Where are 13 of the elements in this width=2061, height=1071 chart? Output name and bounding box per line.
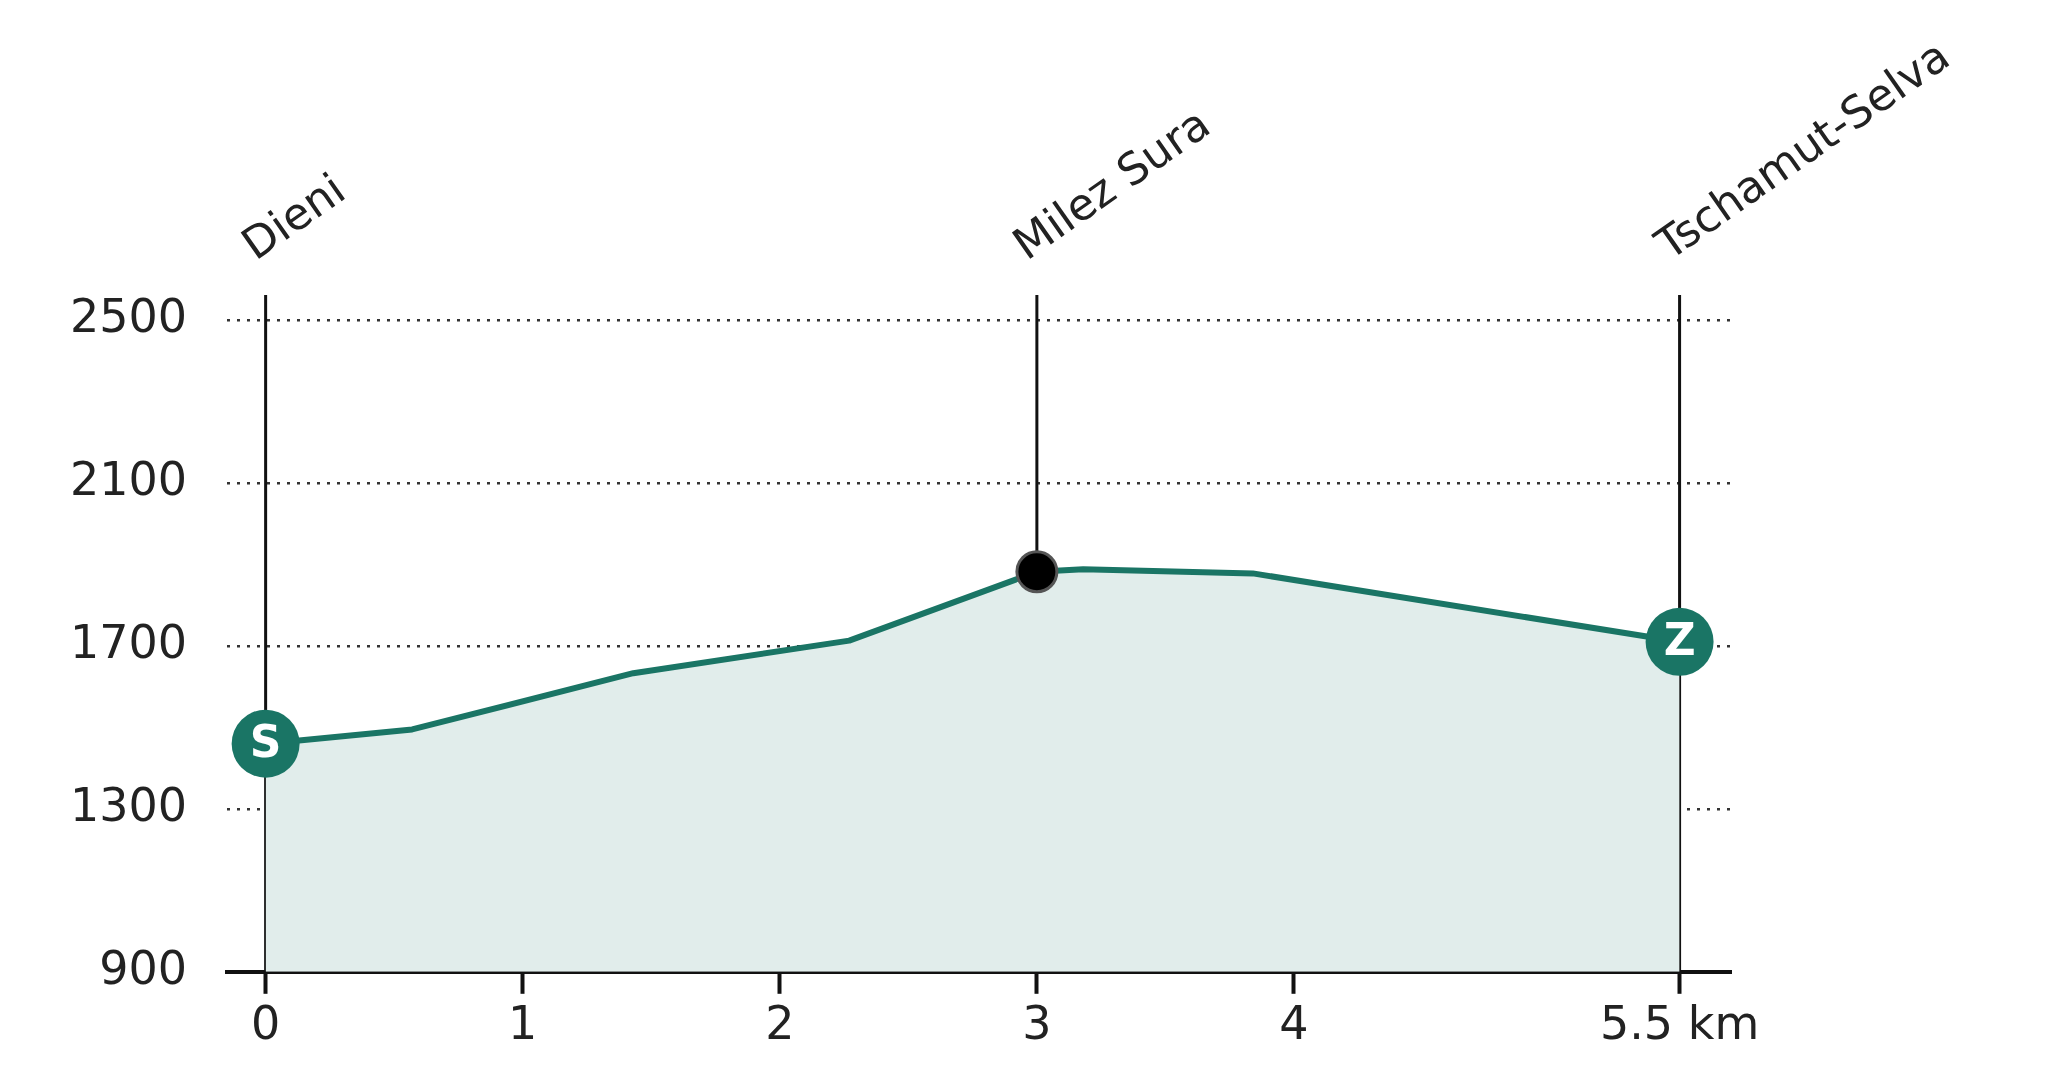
x-tick-label: 3 [1022, 996, 1052, 1051]
y-tick-label: 900 [99, 940, 188, 995]
annotation: Z [1663, 614, 1696, 666]
y-tick-label: 2500 [69, 288, 188, 343]
y-tick-label: 2100 [69, 451, 188, 506]
y-tick-label: 1700 [69, 614, 188, 669]
annotation: S [249, 716, 282, 768]
x-tick-label: 2 [765, 996, 795, 1051]
y-tick-label: 1300 [69, 777, 188, 832]
x-tick-label: 0 [250, 996, 281, 1051]
x-tick-label: 5.5 km [1599, 996, 1760, 1051]
x-tick-label: 1 [508, 996, 538, 1051]
x-tick-label: 4 [1279, 996, 1309, 1051]
